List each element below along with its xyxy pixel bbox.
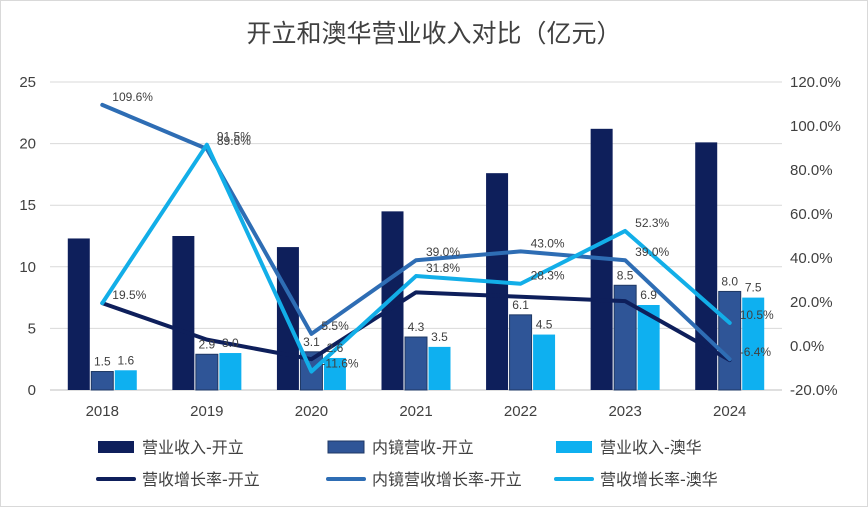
y-left-tick-label: 20: [19, 136, 36, 153]
bar: [509, 314, 533, 391]
bar: [533, 334, 556, 390]
bar: [718, 290, 742, 391]
line-data-label: 39.0%: [426, 245, 460, 259]
legend-swatch: [98, 441, 134, 453]
line-data-label: 89.6%: [217, 134, 251, 148]
bar-data-label: 7.5: [745, 281, 762, 295]
line-data-label: 43.0%: [531, 236, 565, 250]
bar-data-label: 3.1: [303, 335, 320, 349]
line-data-label: 19.5%: [112, 288, 146, 302]
line-data-label: 91.5%: [217, 130, 251, 144]
line-data-label: 5.5%: [321, 319, 349, 333]
line-data-label: -11.6%: [321, 357, 358, 371]
bar: [67, 238, 90, 390]
bar: [428, 346, 451, 390]
legend-label: 营收增长率-澳华: [600, 470, 718, 489]
line-data-label: 52.3%: [635, 216, 669, 230]
y-right-tick-label: 20.0%: [790, 294, 833, 311]
y-left-tick-label: 25: [19, 74, 36, 91]
bar-data-label: 4.5: [536, 318, 553, 332]
legend-label: 营业收入-开立: [142, 438, 244, 457]
bar-data-label: 2.9: [199, 337, 216, 351]
legend-label: 内镜营收-开立: [372, 438, 474, 457]
bar: [637, 304, 660, 390]
bar: [219, 353, 242, 390]
legend-label: 营业收入-澳华: [600, 438, 702, 457]
bar-data-label: 2.6: [327, 341, 344, 355]
x-tick-label: 2023: [608, 403, 641, 420]
y-left-tick-label: 10: [19, 259, 36, 276]
bar: [114, 370, 137, 390]
bar-data-label: 8.5: [617, 268, 634, 282]
line-data-label: 39.0%: [635, 245, 669, 259]
bar: [195, 353, 219, 391]
bar: [172, 236, 195, 390]
bar-data-label: 4.3: [408, 320, 425, 334]
axes: 0 5 10 15 20 25 -20.0% 0.0% 20.0% 40.0% 60.0% 80.0%…: [19, 74, 841, 420]
bar: [381, 211, 404, 390]
x-tick-label: 2021: [399, 403, 432, 420]
y-right-tick-label: 60.0%: [790, 206, 833, 223]
bar-data-label: 6.1: [512, 298, 529, 312]
bar: [613, 284, 637, 391]
line-data-label: 109.6%: [112, 90, 153, 104]
y-right-tick-label: 100.0%: [790, 118, 841, 135]
x-tick-label: 2022: [504, 403, 537, 420]
bar: [742, 297, 765, 390]
data-labels: 1.5 2.9 3.1 4.3 6.1 8.5 8.0 1.6 3.0 2.6 3.5 4.5 6.9 7…: [94, 90, 774, 371]
bar-data-label: 3.0: [222, 336, 239, 350]
bar-data-label: 8.0: [721, 274, 738, 288]
line-data-label: 10.5%: [740, 308, 774, 322]
line-data-label: -6.4%: [740, 345, 772, 359]
series-line: [100, 290, 732, 363]
bar: [90, 371, 114, 391]
legend-swatch: [556, 441, 592, 453]
line-data-label: 28.3%: [531, 269, 565, 283]
x-tick-label: 2020: [295, 403, 328, 420]
series-line: [100, 142, 732, 374]
x-tick-label: 2018: [86, 403, 119, 420]
legend-label: 营收增长率-开立: [142, 470, 260, 489]
y-right-tick-label: 0.0%: [790, 338, 824, 355]
legend-swatch: [327, 440, 365, 454]
y-left-tick-label: 0: [28, 382, 36, 399]
x-tick-label: 2019: [190, 403, 223, 420]
line-data-label: 31.8%: [426, 261, 460, 275]
bar-data-label: 1.5: [94, 355, 111, 369]
bar-data-label: 6.9: [640, 288, 657, 302]
bar: [323, 357, 346, 390]
bar: [404, 336, 428, 391]
y-left-tick-label: 15: [19, 197, 36, 214]
y-right-tick-label: -20.0%: [790, 382, 838, 399]
y-right-tick-label: 80.0%: [790, 162, 833, 179]
bar-data-label: 1.6: [117, 353, 134, 367]
legend-label: 内镜营收增长率-开立: [372, 470, 522, 489]
x-tick-label: 2024: [713, 403, 746, 420]
y-right-tick-label: 120.0%: [790, 74, 841, 91]
y-right-tick-label: 40.0%: [790, 250, 833, 267]
y-left-tick-label: 5: [28, 320, 36, 337]
bar: [695, 142, 718, 390]
line-marks: [100, 102, 732, 374]
chart-title: 开立和澳华营业收入对比（亿元）: [246, 19, 622, 48]
bar-data-label: 3.5: [431, 330, 448, 344]
